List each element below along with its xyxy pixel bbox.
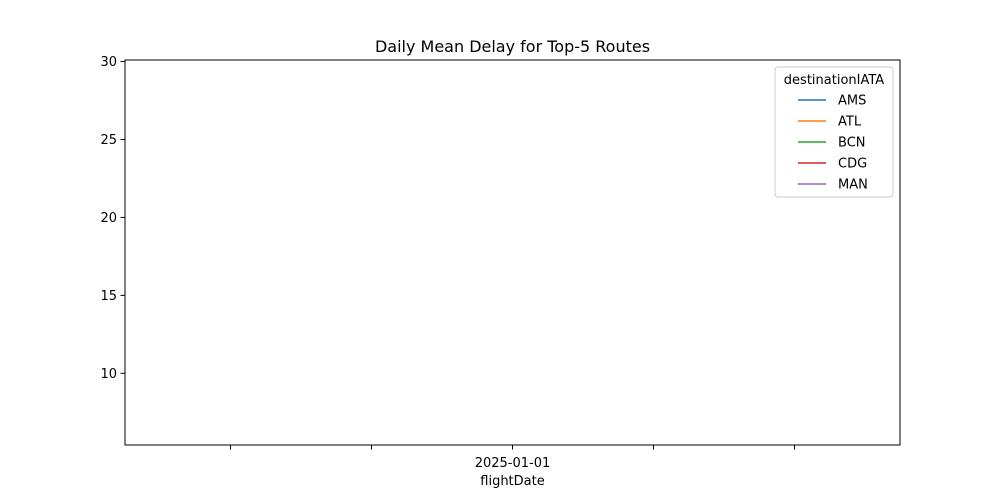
y-tick-label: 30 xyxy=(100,55,117,70)
legend-entries: AMS ATL BCN CDG MAN xyxy=(798,94,868,193)
x-axis-label: flightDate xyxy=(480,474,544,489)
legend-label-bcn: BCN xyxy=(838,136,866,151)
y-axis: 10 15 20 25 30 xyxy=(100,55,125,382)
y-tick-label: 10 xyxy=(100,367,117,382)
legend-title: destinationIATA xyxy=(784,73,884,88)
legend-label-ams: AMS xyxy=(838,94,866,109)
y-tick-label: 15 xyxy=(100,289,117,304)
y-tick-label: 20 xyxy=(100,211,117,226)
y-tick-label: 25 xyxy=(100,133,117,148)
legend-label-cdg: CDG xyxy=(838,157,867,172)
legend-label-atl: ATL xyxy=(838,115,862,130)
x-tick-label: 2025-01-01 xyxy=(475,456,551,471)
x-axis: 2025-01-01 xyxy=(230,445,795,471)
chart-title: Daily Mean Delay for Top-5 Routes xyxy=(375,37,650,56)
legend-label-man: MAN xyxy=(838,178,868,193)
legend: destinationIATA AMS ATL BCN CDG MAN xyxy=(774,66,894,198)
